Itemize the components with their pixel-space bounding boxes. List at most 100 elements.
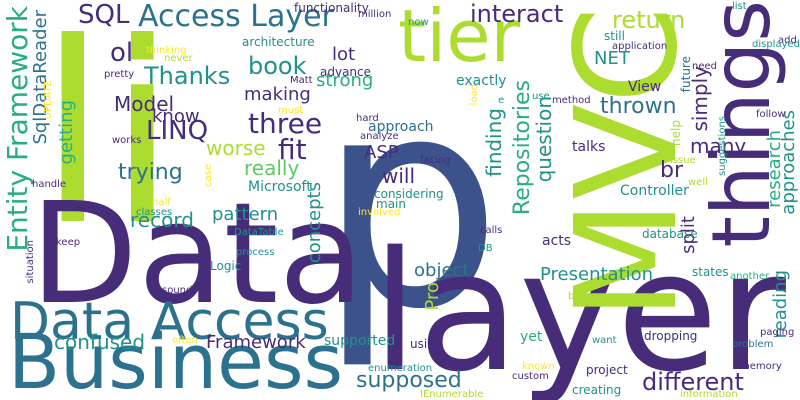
word-db: DB xyxy=(478,243,493,254)
word-information: information xyxy=(680,389,738,400)
word-framework: Framework xyxy=(206,332,306,353)
word-keep: keep xyxy=(56,237,81,248)
word-thrown: thrown xyxy=(600,94,677,119)
word-analyze: analyze xyxy=(360,131,399,142)
word-many: many xyxy=(690,134,747,158)
word-still: still xyxy=(604,29,625,43)
word-displayed: displayed xyxy=(751,39,800,50)
word-linq: LINQ xyxy=(146,116,209,146)
word-architecture: architecture xyxy=(242,35,315,49)
word-load: load xyxy=(469,84,480,106)
word-making: making xyxy=(244,84,311,105)
word-bad: bad xyxy=(568,291,587,302)
word-involved: involved xyxy=(358,207,401,218)
word-using: using xyxy=(410,337,443,351)
word-access-layer: Access Layer xyxy=(138,0,334,34)
word-really: really xyxy=(244,156,300,180)
word-add: add xyxy=(778,35,797,46)
word-finding: finding xyxy=(482,108,506,177)
word-presentation: Presentation xyxy=(540,264,654,285)
word-enumeration: enumeration xyxy=(368,363,433,374)
word-sound: sound xyxy=(162,285,193,296)
word-tier: tier xyxy=(398,0,521,78)
word-states: states xyxy=(692,265,729,279)
word-getting: getting xyxy=(56,100,77,165)
word-things: things xyxy=(695,0,788,248)
word-sqldatareader: SqlDataReader xyxy=(30,10,51,145)
word-hard: hard xyxy=(356,113,379,124)
word-calls: calls xyxy=(480,225,503,236)
word-use: use xyxy=(532,91,550,102)
word-advance: advance xyxy=(320,65,372,79)
word-simply: simply xyxy=(688,66,712,132)
word-known: known xyxy=(522,361,555,372)
word-update: UPDATE xyxy=(43,80,54,120)
word-br: br xyxy=(660,158,684,183)
word-database: database xyxy=(642,227,698,241)
word-worse: worse xyxy=(206,136,266,160)
word-talks: talks xyxy=(572,139,606,155)
word-business: Business xyxy=(8,317,344,400)
word-logic: Logic xyxy=(210,259,242,273)
word-well: well xyxy=(688,177,708,188)
word-data-access: Data Access xyxy=(10,292,329,352)
word-suggestions: suggestions xyxy=(717,116,728,176)
word-creating: creating xyxy=(572,383,622,397)
word-approach: approach xyxy=(368,119,434,135)
word-need: need xyxy=(692,61,717,72)
word-sql: SQL xyxy=(78,0,130,30)
word-now: now xyxy=(408,17,429,28)
word-exactly: exactly xyxy=(456,73,507,89)
word-controller: Controller xyxy=(620,183,689,199)
word-li: li xyxy=(38,0,177,280)
word-object: object xyxy=(414,260,470,281)
word-project: project xyxy=(586,363,628,377)
word-different: different xyxy=(642,368,744,396)
word-process: process xyxy=(236,247,275,258)
word-book: book xyxy=(248,52,307,80)
word-thinking: thinking xyxy=(146,45,187,56)
word-pattern: pattern xyxy=(212,204,279,225)
word-method: method xyxy=(552,95,591,106)
word-want: want xyxy=(592,335,617,346)
word-works: works xyxy=(112,135,142,146)
word-follow: follow xyxy=(756,109,786,120)
word-repositories: Repositories xyxy=(510,80,535,216)
word-functionality: functionality xyxy=(294,1,369,15)
word-question: question xyxy=(532,96,556,183)
word-situation: situation xyxy=(25,240,36,284)
word-record: record xyxy=(130,208,194,232)
word-ol: ol xyxy=(110,38,134,68)
word-net: NET xyxy=(594,48,630,69)
word-trying: trying xyxy=(118,160,183,185)
word-return: return xyxy=(612,6,686,34)
word-pretty: pretty xyxy=(104,69,135,80)
word-fit: fit xyxy=(278,133,307,166)
word-thanks: Thanks xyxy=(144,62,231,90)
word-often: often xyxy=(172,335,198,346)
word-layer: layer xyxy=(372,216,786,400)
word-considering: considering xyxy=(374,187,444,201)
word-list: list xyxy=(732,1,747,12)
word-interact: interact xyxy=(470,0,564,28)
word-main: main xyxy=(376,197,406,211)
word-p: p xyxy=(318,36,503,373)
word-yet: yet xyxy=(520,329,543,345)
word-custom: custom xyxy=(512,371,549,382)
word-never: never xyxy=(164,53,193,64)
word-supported: supported xyxy=(324,333,396,349)
word-confused: confused xyxy=(54,330,146,354)
word-million: million xyxy=(358,9,392,20)
word-three: three xyxy=(248,107,323,140)
word-will: will xyxy=(382,164,416,188)
word-case: case xyxy=(203,164,214,187)
word-another: another xyxy=(730,271,770,282)
word-paging: paging xyxy=(760,327,795,338)
word-ienumerable: IEnumerable xyxy=(420,389,484,400)
word-lot: lot xyxy=(332,44,356,65)
word-facing: facing xyxy=(420,155,451,166)
word-must: must xyxy=(278,105,304,116)
word-memory: memory xyxy=(740,361,782,372)
word-datatable: DataTable xyxy=(234,227,284,238)
